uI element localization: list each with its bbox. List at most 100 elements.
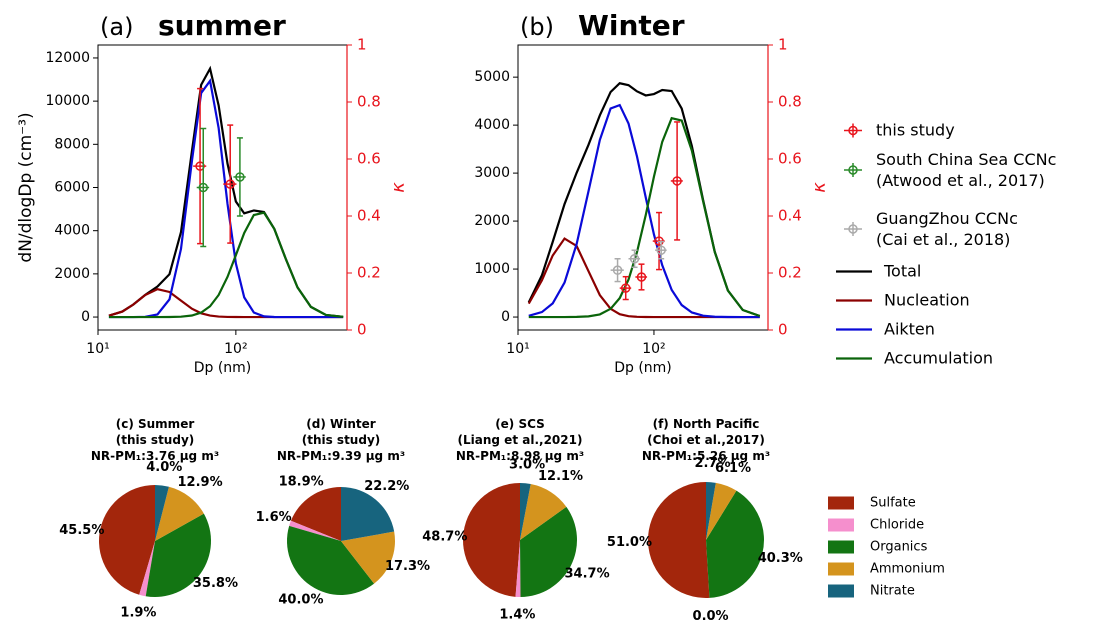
legend-label: South China Sea CCNc (Atwood et al., 201… <box>876 150 1057 190</box>
legend-icon <box>836 269 872 273</box>
legend-label: Organics <box>870 539 928 555</box>
legend-label: this study <box>876 120 955 140</box>
y2-tick-label: 0.2 <box>778 264 802 282</box>
point <box>672 176 682 186</box>
y-tick-label: 12000 <box>45 50 90 66</box>
y2-axis-label: κ <box>388 182 409 193</box>
y2-axis-label: κ <box>809 182 830 193</box>
panel-label: (a) <box>100 13 133 41</box>
legend-label: Nitrate <box>870 583 915 599</box>
pie-label: 40.0% <box>278 592 323 607</box>
pie-label: 1.6% <box>256 510 292 525</box>
pie-wedge <box>706 482 737 540</box>
pie-label: 12.9% <box>178 475 223 490</box>
series-line <box>108 211 344 319</box>
legend-label: Nucleation <box>884 290 970 310</box>
pie-wedge <box>463 483 520 597</box>
pie-label: 1.9% <box>120 606 156 621</box>
y-tick-label: 6000 <box>54 180 90 196</box>
y2-tick-label: 1 <box>357 36 367 54</box>
legend-label: Accumulation <box>884 348 994 368</box>
pie-label: 35.8% <box>193 576 238 591</box>
pie-label: 18.9% <box>279 474 324 489</box>
pie-label: 4.0% <box>146 460 182 475</box>
x-tick-label: 10¹ <box>506 341 529 357</box>
legend-marker <box>848 224 858 234</box>
legend-marker <box>848 125 858 135</box>
y2-tick-label: 0.6 <box>357 150 381 168</box>
legend-label: Chloride <box>870 517 925 533</box>
legend-label: Total <box>884 261 922 281</box>
pie-legend-entry: Chloride <box>828 518 924 533</box>
pie-wedge <box>515 540 521 597</box>
point <box>620 283 631 293</box>
pie-label: 3.0% <box>509 458 545 473</box>
pie-wedge <box>647 482 710 598</box>
point <box>225 179 235 189</box>
y-tick-label: 4000 <box>54 223 90 239</box>
y-tick-label: 0 <box>81 309 90 325</box>
pie-title: (e) SCS (Liang et al.,2021) NR-PM₁:8.98 … <box>455 417 585 463</box>
pie-label: 2.7% <box>694 456 730 471</box>
pie-wedge <box>520 483 531 540</box>
x-tick-label: 10² <box>224 341 247 357</box>
point <box>656 245 666 255</box>
pie-label: 48.7% <box>422 530 467 545</box>
legend-entry: this study <box>842 120 955 141</box>
pie-legend-entry: Nitrate <box>828 584 915 599</box>
legend-swatch <box>828 562 854 576</box>
y-tick-label: 8000 <box>54 136 90 152</box>
legend-entry: GuangZhou CCNc (Cai et al., 2018) <box>842 208 1018 250</box>
legend-icon <box>844 222 862 236</box>
legend-label: Ammonium <box>870 561 945 577</box>
y2-tick-label: 0 <box>357 321 367 339</box>
point <box>612 265 623 275</box>
x-tick-label: 10² <box>642 341 665 357</box>
legend-entry: South China Sea CCNc (Atwood et al., 201… <box>842 149 1056 191</box>
legend-swatch <box>828 540 854 554</box>
y-tick-label: 0 <box>501 309 510 325</box>
pie-title: (f) North Pacific (Choi et al.,2017) NR-… <box>641 417 771 463</box>
pie-wedge <box>139 541 155 597</box>
pie-label: 6.1% <box>715 461 751 476</box>
y2-tick-label: 0.4 <box>778 207 802 225</box>
point <box>198 182 208 193</box>
pie-wedge <box>706 482 716 540</box>
panel-title: Winter <box>578 9 685 42</box>
series-line <box>528 116 761 319</box>
pie-label: 51.0% <box>607 535 652 550</box>
point <box>629 254 640 264</box>
legend-entry: Accumulation <box>836 348 993 369</box>
pie-wedge <box>145 513 211 597</box>
pie-wedge <box>155 486 204 541</box>
pie-wedge <box>520 484 567 540</box>
pie-wedge <box>99 485 155 595</box>
panel-label: (b) <box>520 13 554 41</box>
pie-wedge <box>289 520 341 541</box>
x-axis-label: Dp (nm) <box>194 360 252 376</box>
pie-label: 1.4% <box>499 608 535 623</box>
pie-title: (c) Summer (this study) NR-PM₁:3.76 μg m… <box>90 417 220 463</box>
pie-wedge <box>706 490 764 598</box>
y-tick-label: 3000 <box>474 165 510 181</box>
legend-label: Aikten <box>884 319 935 339</box>
legend-label: GuangZhou CCNc (Cai et al., 2018) <box>876 209 1018 249</box>
y2-tick-label: 0.8 <box>778 93 802 111</box>
legend-icon <box>836 327 872 331</box>
legend-swatch <box>828 584 854 598</box>
point <box>235 172 245 182</box>
legend-icon <box>844 123 862 137</box>
pie-wedge <box>341 531 395 584</box>
pie-legend-entry: Ammonium <box>828 562 945 577</box>
pie-label: 22.2% <box>364 479 409 494</box>
point <box>636 272 647 282</box>
legend-swatch <box>828 518 854 532</box>
series-line <box>108 78 344 319</box>
pie-wedge <box>287 525 375 596</box>
legend-swatch <box>828 496 854 510</box>
y-tick-label: 5000 <box>474 69 510 85</box>
y2-tick-label: 0 <box>778 321 788 339</box>
pie-label: 0.0% <box>693 609 729 624</box>
